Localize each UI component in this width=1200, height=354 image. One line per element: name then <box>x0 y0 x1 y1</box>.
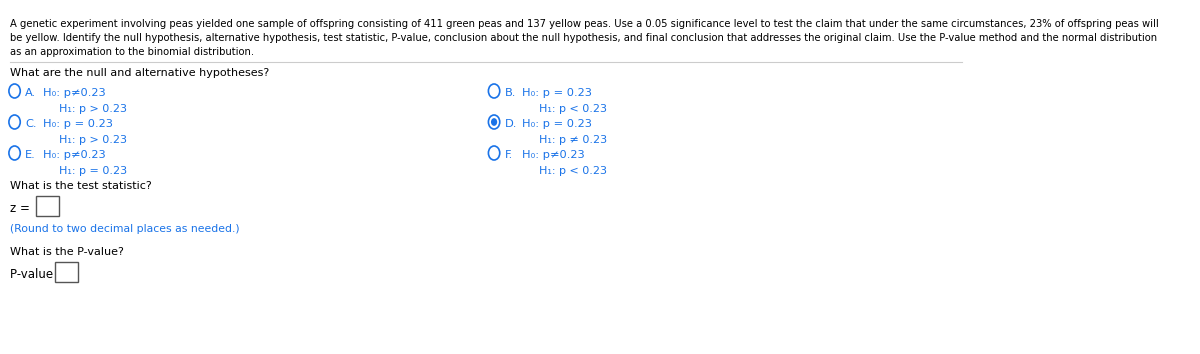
Text: B.: B. <box>505 88 516 98</box>
Text: H₀: p = 0.23: H₀: p = 0.23 <box>522 88 593 98</box>
Text: H₀: p≠0.23: H₀: p≠0.23 <box>43 150 106 160</box>
Text: H₀: p = 0.23: H₀: p = 0.23 <box>43 119 113 129</box>
Text: H₀: p≠0.23: H₀: p≠0.23 <box>43 88 106 98</box>
Circle shape <box>491 118 497 126</box>
Text: P-value =: P-value = <box>10 268 66 281</box>
Text: H₁: p ≠ 0.23: H₁: p ≠ 0.23 <box>539 135 607 145</box>
Text: A genetic experiment involving peas yielded one sample of offspring consisting o: A genetic experiment involving peas yiel… <box>10 19 1158 57</box>
FancyBboxPatch shape <box>36 196 59 216</box>
Text: D.: D. <box>505 119 517 129</box>
Text: H₁: p = 0.23: H₁: p = 0.23 <box>59 166 127 176</box>
Text: What is the test statistic?: What is the test statistic? <box>10 181 151 191</box>
Text: A.: A. <box>25 88 36 98</box>
Text: z =: z = <box>10 202 30 215</box>
Text: H₀: p = 0.23: H₀: p = 0.23 <box>522 119 593 129</box>
Text: (Round to two decimal places as needed.): (Round to two decimal places as needed.) <box>10 224 239 234</box>
Text: C.: C. <box>25 119 37 129</box>
Text: H₁: p < 0.23: H₁: p < 0.23 <box>539 104 607 114</box>
Text: What is the P-value?: What is the P-value? <box>10 247 124 257</box>
Text: F.: F. <box>505 150 512 160</box>
Text: H₁: p > 0.23: H₁: p > 0.23 <box>59 135 127 145</box>
Text: H₁: p > 0.23: H₁: p > 0.23 <box>59 104 127 114</box>
FancyBboxPatch shape <box>55 262 78 282</box>
Text: H₁: p < 0.23: H₁: p < 0.23 <box>539 166 607 176</box>
Text: E.: E. <box>25 150 36 160</box>
Text: H₀: p≠0.23: H₀: p≠0.23 <box>522 150 586 160</box>
Text: What are the null and alternative hypotheses?: What are the null and alternative hypoth… <box>10 68 269 78</box>
